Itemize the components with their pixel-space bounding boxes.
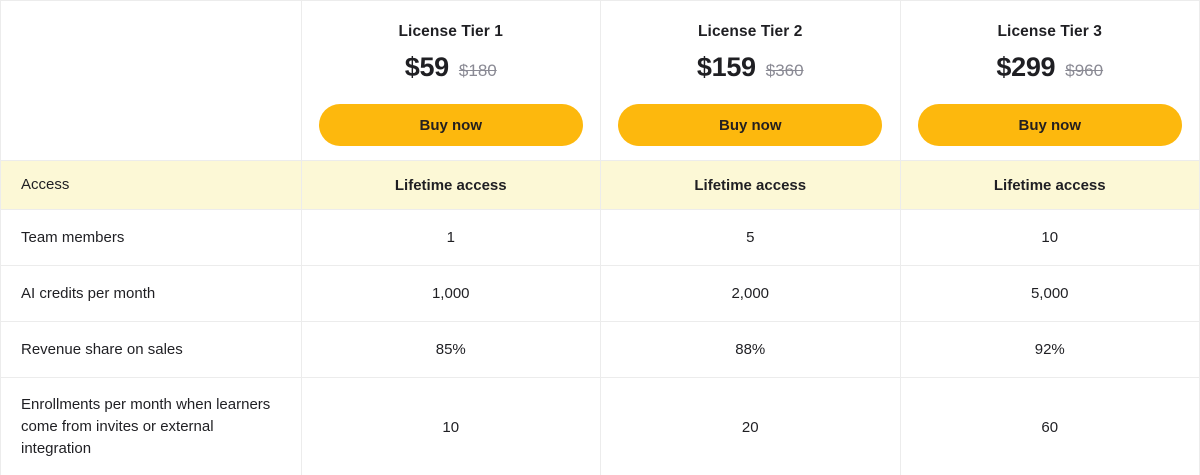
row-label: Access [21, 176, 70, 193]
row-label: Enrollments per month when learners come… [21, 396, 271, 457]
row-value-tier-3: 5,000 [899, 266, 1200, 321]
corner-cell [1, 1, 301, 160]
row-value-tier-1: 1,000 [300, 266, 601, 321]
price-line: $59 $180 [405, 52, 497, 83]
table-row-access: Access Lifetime access Lifetime access L… [1, 160, 1199, 209]
row-value-tier-3: 60 [899, 378, 1200, 475]
buy-now-button-tier-3[interactable]: Buy now [917, 104, 1182, 146]
row-value-tier-3: 10 [899, 210, 1200, 265]
current-price: $59 [404, 52, 449, 82]
row-value-tier-2: Lifetime access [600, 161, 900, 209]
original-price-strikethrough: $180 [458, 61, 497, 80]
price-line: $299 $960 [996, 52, 1103, 83]
tier-name: License Tier 2 [697, 23, 803, 40]
row-value-tier-3: 92% [899, 322, 1200, 377]
row-label: Team members [21, 228, 125, 246]
price-line: $159 $360 [697, 52, 804, 83]
row-label: Revenue share on sales [21, 340, 183, 358]
row-value-tier-1: 10 [300, 378, 601, 475]
tier-name: License Tier 1 [398, 23, 503, 40]
original-price-strikethrough: $360 [765, 61, 804, 80]
buy-now-button-tier-1[interactable]: Buy now [318, 104, 583, 146]
current-price: $299 [996, 52, 1056, 82]
row-value-tier-1: 1 [300, 210, 601, 265]
tier-column-3: License Tier 3 $299 $960 Buy now [899, 1, 1200, 160]
original-price-strikethrough: $960 [1065, 61, 1104, 80]
row-value-tier-1: 85% [300, 322, 601, 377]
tier-column-2: License Tier 2 $159 $360 Buy now [600, 1, 900, 160]
table-row-team-members: Team members 1 5 10 [1, 209, 1199, 265]
tier-header-row: License Tier 1 $59 $180 Buy now License … [1, 1, 1199, 160]
tier-name: License Tier 3 [997, 23, 1102, 40]
row-value-tier-3: Lifetime access [899, 161, 1200, 209]
row-value-tier-2: 88% [600, 322, 900, 377]
row-value-tier-1: Lifetime access [300, 161, 601, 209]
current-price: $159 [696, 52, 756, 82]
buy-now-button-tier-2[interactable]: Buy now [618, 104, 883, 146]
row-value-tier-2: 2,000 [600, 266, 900, 321]
table-row-enrollments: Enrollments per month when learners come… [1, 377, 1199, 475]
row-value-tier-2: 20 [600, 378, 900, 475]
table-row-revenue-share: Revenue share on sales 85% 88% 92% [1, 321, 1199, 377]
row-label: AI credits per month [21, 284, 156, 302]
tier-column-1: License Tier 1 $59 $180 Buy now [300, 1, 601, 160]
row-value-tier-2: 5 [600, 210, 900, 265]
table-row-ai-credits: AI credits per month 1,000 2,000 5,000 [1, 265, 1199, 321]
